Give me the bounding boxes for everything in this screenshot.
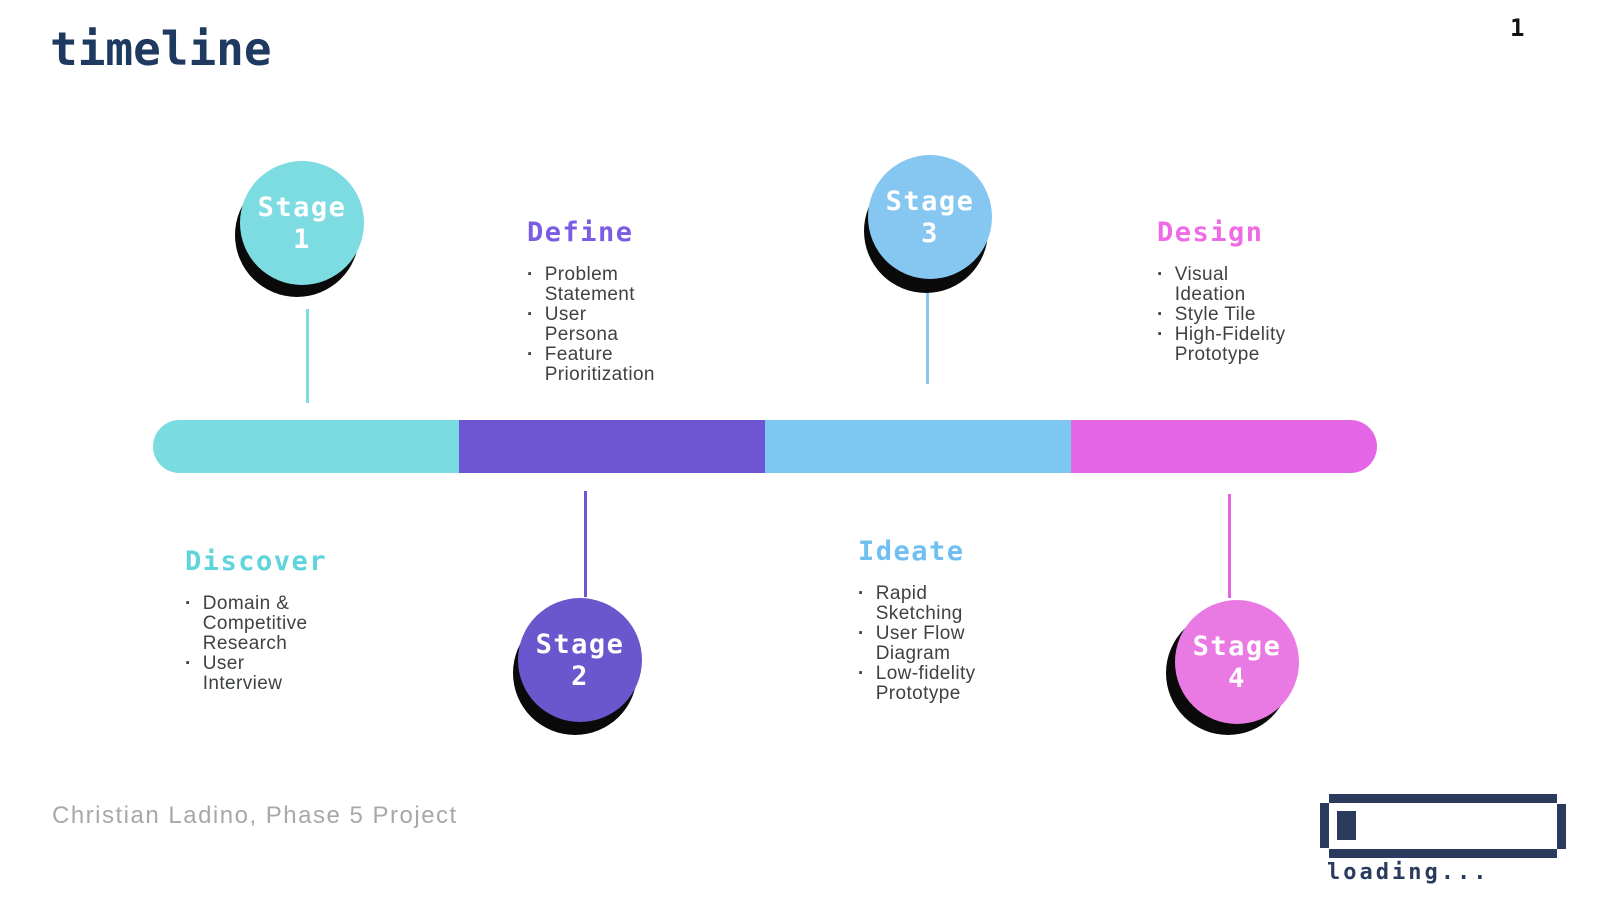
stage-4-circle: Stage 4 [1175,600,1299,724]
loading-bar-border-bottom [1329,849,1557,858]
loading-bar-border-top [1329,794,1557,803]
stage-3-label: Stage [885,185,975,217]
section-define: Define Problem Statement User Persona Fe… [527,216,655,385]
timeline-segment-design [1071,420,1377,473]
stage-2-number: 2 [571,660,589,692]
discover-list: Domain & Competitive Research User Inter… [185,594,327,694]
list-item: Visual Ideation [1157,265,1286,305]
section-ideate: Ideate Rapid Sketching User Flow Diagram… [858,535,976,704]
loading-label: loading... [1327,860,1490,885]
design-list: Visual Ideation Style Tile High-Fidelity… [1157,265,1286,365]
loading-bar [1320,794,1566,858]
stage-4-connector [1228,494,1231,598]
section-heading-design: Design [1157,217,1264,248]
stage-1-connector [306,309,309,403]
loading-bar-border-right [1557,804,1566,849]
stage-4-number: 4 [1228,662,1246,694]
section-heading-define: Define [527,217,634,248]
stage-3-connector [926,282,929,384]
define-list: Problem Statement User Persona Feature P… [527,265,655,385]
stage-2-connector [584,491,587,597]
page-number: 1 [1510,14,1525,42]
stage-3-circle: Stage 3 [868,155,992,279]
list-item: Low-fidelity Prototype [858,664,976,704]
section-discover: Discover Domain & Competitive Research U… [185,545,327,694]
list-item: User Persona [527,305,655,345]
stage-1-circle: Stage 1 [240,161,364,285]
ideate-list: Rapid Sketching User Flow Diagram Low-fi… [858,584,976,704]
stage-3-number: 3 [921,217,939,249]
loading-bar-border-left [1320,803,1329,848]
stage-1-label: Stage [257,191,347,223]
list-item: Domain & Competitive Research [185,594,327,654]
footer-credit: Christian Ladino, Phase 5 Project [52,802,458,829]
stage-2-label: Stage [535,628,625,660]
list-item: Problem Statement [527,265,655,305]
section-design: Design Visual Ideation Style Tile High-F… [1157,216,1286,365]
timeline-segment-discover [153,420,459,473]
stage-1-number: 1 [293,223,311,255]
section-heading-ideate: Ideate [858,536,965,567]
timeline-segment-ideate [765,420,1071,473]
section-heading-discover: Discover [185,546,328,577]
stage-4-label: Stage [1192,630,1282,662]
list-item: Feature Prioritization [527,345,655,385]
page-title: timeline [50,22,272,76]
list-item: User Flow Diagram [858,624,976,664]
timeline-segment-define [459,420,765,473]
list-item: Rapid Sketching [858,584,976,624]
loading-progress-fill [1337,811,1356,840]
list-item: Style Tile [1157,305,1286,325]
list-item: User Interview [185,654,327,694]
timeline-bar [153,420,1377,473]
stage-2-circle: Stage 2 [518,598,642,722]
list-item: High-Fidelity Prototype [1157,325,1286,365]
